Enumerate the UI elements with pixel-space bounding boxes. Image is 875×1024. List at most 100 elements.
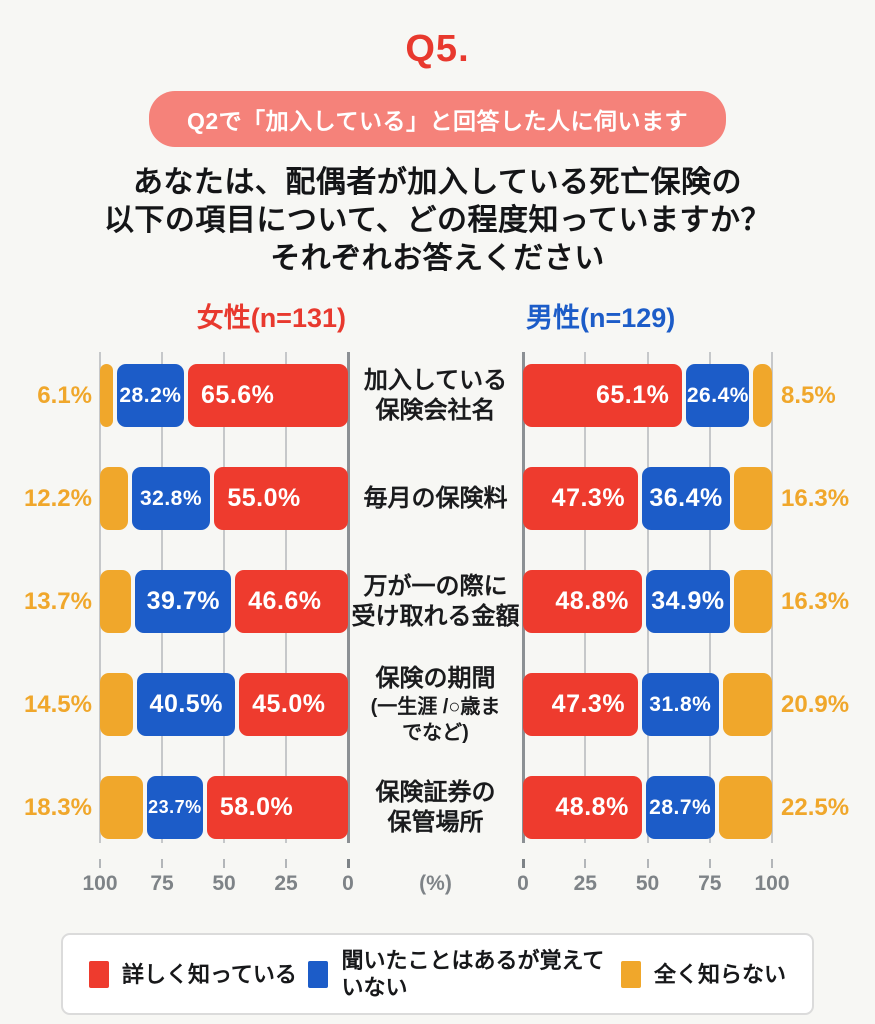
bar-segment-detail: 47.3% xyxy=(523,673,639,736)
legend-swatch-yellow xyxy=(620,960,641,988)
female-none-value: 6.1% xyxy=(37,381,92,409)
category-label: 万が一の際に 受け取れる金額 xyxy=(348,550,523,653)
bar-segment-heard: 40.5% xyxy=(137,673,236,736)
bar-value-label: 65.1% xyxy=(596,381,670,409)
gridline xyxy=(346,352,350,843)
gridline xyxy=(771,352,773,843)
bar-value-label: 28.2% xyxy=(119,383,182,407)
axis-tick-label: 0 xyxy=(342,872,354,895)
bar-value-label: 34.9% xyxy=(651,587,725,615)
bar-value-label: 28.7% xyxy=(649,795,712,819)
gridline xyxy=(99,352,101,843)
bar-segment-none xyxy=(100,673,134,736)
bar-segment-detail: 55.0% xyxy=(214,467,348,530)
bar-value-label: 47.3% xyxy=(551,484,626,512)
category-labels: 加入している 保険会社名 毎月の保険料 万が一の際に 受け取れる金額 保険の期間 (一生涯 … xyxy=(348,344,523,859)
axis-tick xyxy=(771,859,773,868)
bar-value-label: 58.0% xyxy=(219,793,294,821)
bar-row-female: 39.7% 46.6% xyxy=(100,550,348,653)
category-label-line: 万が一の際に xyxy=(363,572,508,600)
bar-value-label: 40.5% xyxy=(149,690,223,718)
category-label-line: 保険証券の xyxy=(375,778,496,806)
bar-segment-heard: 28.2% xyxy=(116,364,185,427)
category-label-line: 毎月の保険料 xyxy=(363,484,508,512)
bar-segment-heard: 26.4% xyxy=(686,364,750,427)
axis-tick-label: 75 xyxy=(698,872,722,895)
axis-tick xyxy=(346,859,350,868)
axis-tick xyxy=(223,859,225,868)
legend-item-heard: 聞いたことはあるが覚えていない xyxy=(308,947,609,1001)
male-none-value: 16.3% xyxy=(781,484,850,512)
axis-tick-label: 25 xyxy=(274,872,298,895)
bar-value-label: 36.4% xyxy=(649,484,723,512)
legend-swatch-blue xyxy=(308,960,329,988)
bar-value-label: 39.7% xyxy=(146,587,220,615)
question-number: Q5. xyxy=(405,28,470,70)
female-group-title: 女性(n=131) xyxy=(196,303,346,333)
axis-tick-label: 50 xyxy=(635,872,660,895)
legend-label: 詳しく知っている xyxy=(122,961,297,987)
male-none-value: 8.5% xyxy=(781,381,836,409)
bar-segment-none xyxy=(733,467,772,530)
bar-segment-detail: 48.8% xyxy=(523,570,642,633)
bar-value-label: 46.6% xyxy=(248,587,322,615)
male-axis: 0 25 50 75 100 xyxy=(517,859,790,903)
bar-segment-detail: 45.0% xyxy=(239,673,348,736)
bar-value-label: 32.8% xyxy=(139,486,203,510)
category-label-line: 加入している xyxy=(363,366,508,394)
male-none-value: 22.5% xyxy=(781,793,850,821)
male-outside-values: 8.5% 16.3% 16.3% 20.9% 22.5% xyxy=(772,344,875,859)
legend-item-detail: 詳しく知っている xyxy=(89,960,297,988)
axis-tick-label: 100 xyxy=(82,872,118,895)
question-heading-line: あなたは、配偶者が加入している死亡保険の xyxy=(132,166,743,199)
female-none-value: 18.3% xyxy=(23,793,92,821)
bar-value-label: 48.8% xyxy=(555,587,629,615)
male-none-value: 20.9% xyxy=(781,690,850,718)
bar-value-label: 47.3% xyxy=(551,690,626,718)
category-label: 保険の期間 (一生涯 /○歳ま でなど) xyxy=(348,653,523,756)
legend-label: 聞いたことはあるが覚えていない xyxy=(341,948,605,1000)
axis-tick-label: 100 xyxy=(754,872,790,895)
legend: 詳しく知っている 聞いたことはあるが覚えていない 全く知らない xyxy=(61,933,814,1015)
axis-tick xyxy=(521,859,525,868)
bar-row-female: 32.8% 55.0% xyxy=(100,447,348,550)
female-axis: 0 25 50 75 100 xyxy=(82,859,354,903)
bar-row-female: 23.7% 58.0% xyxy=(100,756,348,859)
bar-value-label: 65.6% xyxy=(201,381,275,409)
bar-row-female: 28.2% 65.6% xyxy=(100,344,348,447)
bar-segment-none xyxy=(100,570,132,633)
target-audience-badge: Q2で「加入している」と回答した人に伺います xyxy=(149,91,726,147)
male-none-value: 16.3% xyxy=(781,587,850,615)
bar-segment-none xyxy=(733,570,772,633)
bar-segment-none xyxy=(753,364,772,427)
category-label-line: 保管場所 xyxy=(387,808,484,836)
axis-tick xyxy=(161,859,163,868)
bar-segment-detail: 65.1% xyxy=(523,364,683,427)
category-label-line: 受け取れる金額 xyxy=(351,602,520,630)
bar-row-male: 47.3% 31.8% xyxy=(523,653,772,756)
axis-tick xyxy=(646,859,649,868)
category-label-subline: (一生涯 /○歳ま xyxy=(370,695,501,718)
chart-group-headers: 女性(n=131) 男性(n=129) xyxy=(0,301,875,335)
female-outside-values: 6.1% 12.2% 13.7% 14.5% 18.3% xyxy=(0,344,100,859)
category-label: 保険証券の 保管場所 xyxy=(348,756,523,859)
bar-value-label: 45.0% xyxy=(252,690,326,718)
bar-segment-heard: 34.9% xyxy=(645,570,730,633)
bar-value-label: 48.8% xyxy=(555,793,629,821)
axis-tick-label: 25 xyxy=(573,872,597,895)
axis-tick-label: 0 xyxy=(517,872,529,895)
female-plot: 28.2% 65.6% 32.8% 55.0% 39.7% 46.6% 40.5% 45.0%… xyxy=(99,344,350,859)
question-heading-line: 以下の項目について、どの程度知っていますか？ xyxy=(103,204,772,237)
axis-tick-label: 50 xyxy=(212,872,236,895)
legend-swatch-red xyxy=(89,960,109,988)
category-label-line: 保険の期間 xyxy=(375,664,496,692)
bar-segment-detail: 65.6% xyxy=(188,364,348,427)
chart-axis: 0 25 50 75 100 (%) 0 25 50 75 100 xyxy=(0,859,875,903)
bar-segment-none xyxy=(722,673,772,736)
butterfly-chart: 6.1% 12.2% 13.7% 14.5% 18.3% 28.2% 65.6% 32.8%… xyxy=(0,344,875,859)
bar-segment-none xyxy=(718,776,772,839)
male-plot: 65.1% 26.4% 47.3% 36.4% 48.8% 34.9% 47.3% 31.8%… xyxy=(521,344,773,859)
bar-segment-heard: 36.4% xyxy=(642,467,730,530)
bar-row-female: 40.5% 45.0% xyxy=(100,653,348,756)
